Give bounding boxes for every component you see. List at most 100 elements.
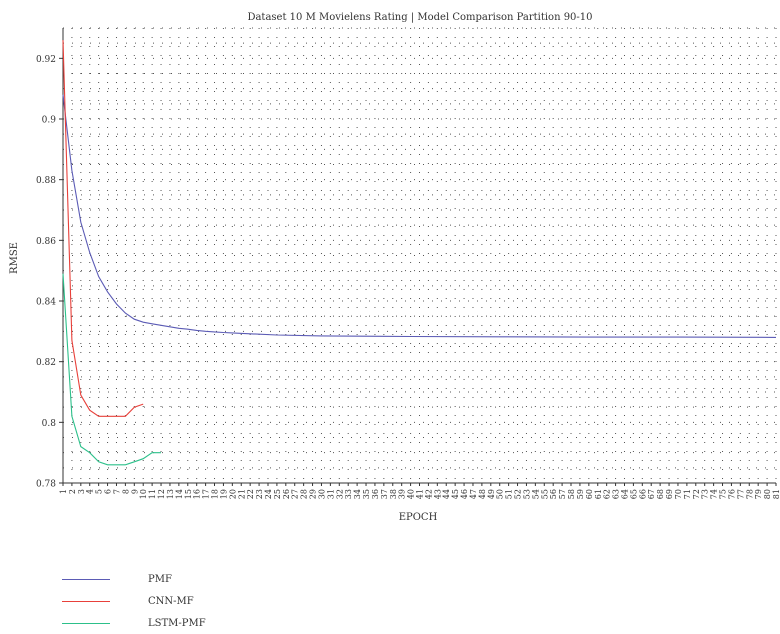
x-tick-label: 73 xyxy=(701,489,710,499)
x-tick-label: 56 xyxy=(549,489,558,499)
x-tick-label: 64 xyxy=(620,489,629,499)
x-tick-label: 62 xyxy=(603,489,612,499)
x-tick-label: 10 xyxy=(139,489,148,499)
x-tick-label: 12 xyxy=(157,489,166,499)
x-tick-label: 51 xyxy=(505,489,514,499)
x-tick-label: 30 xyxy=(317,489,326,499)
x-tick-label: 36 xyxy=(371,489,380,499)
legend-item-lstm-pmf: LSTM-PMF xyxy=(62,612,206,634)
x-tick-label: 22 xyxy=(246,489,255,499)
legend-swatch-cnn-mf xyxy=(62,600,110,602)
x-tick-label: 41 xyxy=(416,489,425,499)
x-tick-label: 29 xyxy=(309,489,318,499)
y-axis-label: RMSE xyxy=(9,242,20,274)
x-tick-label: 75 xyxy=(719,489,728,499)
grid xyxy=(62,27,777,484)
legend-swatch-pmf xyxy=(62,578,110,580)
x-tick-label: 71 xyxy=(683,489,692,499)
x-tick-label: 47 xyxy=(469,489,478,499)
x-tick-label: 72 xyxy=(692,489,701,499)
x-tick-label: 44 xyxy=(442,489,451,499)
x-tick-label: 31 xyxy=(326,489,335,499)
y-axis-ticks: 0.78 0.8 0.82 0.84 0.86 0.88 0.9 0.92 xyxy=(36,55,63,490)
x-tick-label: 48 xyxy=(478,489,487,499)
x-tick-label: 63 xyxy=(612,489,621,499)
x-tick-label: 70 xyxy=(674,489,683,499)
x-tick-label: 28 xyxy=(300,489,309,499)
x-tick-label: 80 xyxy=(763,489,772,499)
x-tick-label: 6 xyxy=(104,489,113,494)
x-tick-label: 52 xyxy=(514,489,523,499)
x-tick-label: 78 xyxy=(745,489,754,499)
x-tick-label: 32 xyxy=(335,489,344,499)
x-tick-label: 27 xyxy=(291,489,300,499)
x-tick-label: 49 xyxy=(487,489,496,499)
x-tick-label: 53 xyxy=(522,489,531,499)
legend-label-lstm-pmf: LSTM-PMF xyxy=(148,617,206,629)
y-tick-label: 0.8 xyxy=(42,419,57,429)
y-tick-label: 0.9 xyxy=(42,116,57,126)
y-tick-label: 0.78 xyxy=(36,480,56,490)
series-line-lstm-pmf xyxy=(62,273,161,466)
x-tick-label: 26 xyxy=(282,489,291,499)
x-tick-label: 35 xyxy=(362,489,371,499)
x-tick-label: 17 xyxy=(202,489,211,499)
series-lines xyxy=(62,40,777,466)
x-tick-label: 59 xyxy=(576,489,585,499)
y-tick-label: 0.86 xyxy=(36,237,56,247)
legend-label-cnn-mf: CNN-MF xyxy=(148,595,194,607)
x-tick-label: 34 xyxy=(353,489,362,499)
y-tick-label: 0.88 xyxy=(36,176,56,186)
x-tick-label: 4 xyxy=(86,489,95,494)
x-tick-label: 11 xyxy=(148,489,157,499)
x-tick-label: 50 xyxy=(496,489,505,499)
series-line-pmf xyxy=(62,94,777,338)
x-tick-label: 68 xyxy=(656,489,665,499)
legend-item-cnn-mf: CNN-MF xyxy=(62,590,206,612)
x-tick-label: 69 xyxy=(665,489,674,499)
x-tick-label: 65 xyxy=(629,489,638,499)
x-tick-label: 67 xyxy=(647,489,656,499)
legend-item-pmf: PMF xyxy=(62,568,206,590)
x-tick-label: 20 xyxy=(228,489,237,499)
x-tick-label: 77 xyxy=(736,489,745,499)
x-tick-label: 5 xyxy=(95,489,104,494)
x-tick-label: 9 xyxy=(130,489,139,494)
x-tick-label: 39 xyxy=(398,489,407,499)
x-tick-label: 40 xyxy=(407,489,416,499)
legend-label-pmf: PMF xyxy=(148,573,172,585)
x-tick-label: 8 xyxy=(121,489,130,494)
series-line-cnn-mf xyxy=(62,40,144,417)
x-tick-label: 25 xyxy=(273,489,282,499)
x-tick-label: 60 xyxy=(585,489,594,499)
x-tick-label: 38 xyxy=(389,489,398,499)
x-tick-label: 43 xyxy=(433,489,442,499)
y-tick-label: 0.92 xyxy=(36,55,56,65)
x-tick-label: 66 xyxy=(638,489,647,499)
x-tick-label: 21 xyxy=(237,489,246,499)
axes xyxy=(62,28,776,484)
x-tick-label: 7 xyxy=(112,489,121,494)
x-tick-label: 61 xyxy=(594,489,603,499)
x-tick-label: 3 xyxy=(77,489,86,494)
x-tick-label: 37 xyxy=(380,489,389,499)
x-tick-label: 24 xyxy=(264,489,273,499)
x-tick-label: 58 xyxy=(567,489,576,499)
x-tick-label: 13 xyxy=(166,489,175,499)
legend: PMF CNN-MF LSTM-PMF xyxy=(62,568,206,634)
x-tick-label: 2 xyxy=(68,489,77,494)
y-tick-label: 0.84 xyxy=(36,298,56,308)
x-tick-label: 46 xyxy=(460,489,469,499)
x-tick-label: 81 xyxy=(772,489,780,499)
x-tick-label: 57 xyxy=(558,489,567,499)
x-tick-label: 54 xyxy=(531,489,540,499)
x-tick-label: 74 xyxy=(710,489,719,499)
x-axis-ticks: 1 2 3 4 5 6 7 8 9 10 11 12 13 14 15 16 17 18 19 20 21 22 23 24 2… xyxy=(59,483,780,499)
y-tick-label: 0.82 xyxy=(36,358,56,368)
x-tick-label: 55 xyxy=(540,489,549,499)
legend-swatch-lstm-pmf xyxy=(62,622,110,624)
x-tick-label: 42 xyxy=(424,489,433,499)
x-tick-label: 1 xyxy=(59,489,68,494)
x-tick-label: 19 xyxy=(219,489,228,499)
x-tick-label: 79 xyxy=(754,489,763,499)
